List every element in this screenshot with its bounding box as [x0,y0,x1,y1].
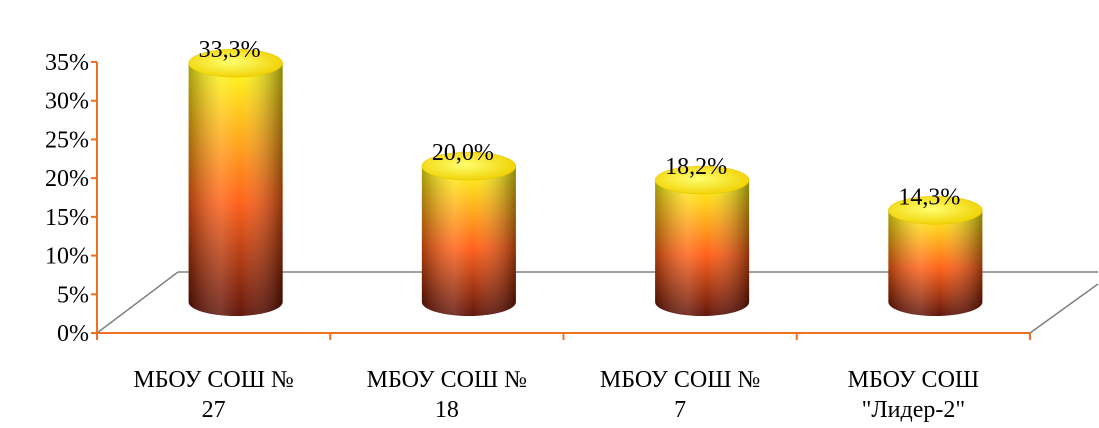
bar-shading [655,180,750,317]
bar-shading [888,210,983,316]
y-tick-label: 25% [45,127,89,153]
chart-bars [188,48,983,317]
x-category-label: МБОУ СОШ № [600,367,760,393]
bar [888,196,983,316]
data-label: 14,3% [898,184,960,210]
floor-left-edge [96,271,179,334]
bar [654,165,750,317]
y-tick-label: 20% [45,166,89,192]
x-category-label: "Лидер-2" [862,397,966,423]
y-tick-label: 35% [45,50,89,76]
data-label: 33,3% [199,37,261,63]
x-category-label: 18 [435,397,459,423]
bar-shading [188,63,283,317]
x-category-label: МБОУ СОШ № [367,367,527,393]
chart-axes: 0% 5% 10% 15% 20% 25% 30% 35% [45,50,1031,347]
bar-top [188,48,283,78]
bar-top [888,196,983,225]
x-category-label: МБОУ СОШ [848,367,979,393]
x-category-label: МБОУ СОШ № [133,367,293,393]
bar-top [421,151,517,181]
data-label: 18,2% [665,154,727,180]
y-tick-label: 0% [57,321,89,347]
bar-top [654,165,750,195]
y-tick-label: 15% [45,205,89,231]
y-tick-label: 30% [45,89,89,115]
bar [188,48,283,317]
data-label: 20,0% [432,140,494,166]
y-tick-label: 10% [45,244,89,270]
bar [421,151,517,317]
x-category-label: 7 [674,397,686,423]
y-tick-label: 5% [57,282,89,308]
x-category-label: 27 [202,397,226,423]
chart-labels: 33,3% МБОУ СОШ № 27 20,0% МБОУ СОШ № 18 18,2% М… [133,37,979,423]
bar-shading [421,166,516,317]
floor-right-edge [1029,283,1099,334]
